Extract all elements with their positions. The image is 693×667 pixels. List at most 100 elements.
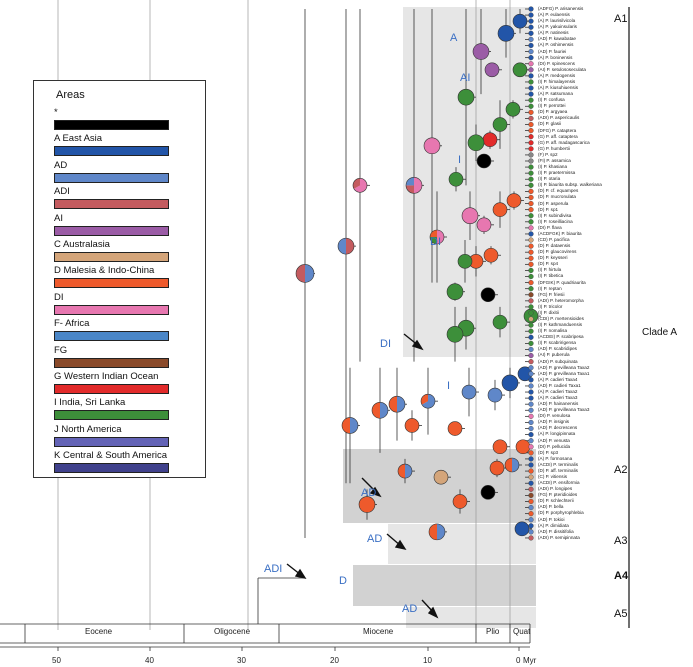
ancestral-state-pie [448, 171, 464, 187]
legend-item: D Malesia & Indo-China [54, 265, 169, 289]
tip-state-dot [528, 535, 534, 541]
taxon-label: (A) P. medogensis [538, 72, 576, 78]
legend-item: K Central & South America [54, 450, 169, 474]
ancestral-state-pie [371, 401, 389, 419]
taxon-label: (I) P. scabririgensa [538, 340, 576, 346]
tick-40: 40 [145, 656, 154, 665]
tip-state-dot [528, 292, 534, 298]
ancestral-state-pie [358, 496, 376, 513]
taxon-label: (I) P. otaria [538, 176, 561, 182]
taxon-label: (D) P. asperula [538, 200, 569, 206]
tip-state-dot [528, 237, 534, 243]
taxon-label: (A) P. cadieri Taxa3 [538, 395, 578, 400]
tip-state-dot [528, 474, 534, 480]
tip-state-dot [528, 73, 534, 79]
tip-state-dot [528, 529, 534, 535]
taxon-label: (D) P. mucronulata [538, 194, 576, 200]
tip-state-dot [528, 365, 534, 371]
tip-state-dot [528, 140, 534, 146]
tip-state-dot [528, 255, 534, 261]
taxon-label: (AD) P. dissitifolia [538, 528, 574, 534]
tip-state-dot [528, 67, 534, 73]
ancestral-state-pie [457, 254, 473, 269]
ancestral-state-pie [429, 229, 445, 245]
tip-state-dot [528, 146, 534, 152]
taxon-label: (A) P. natinesis [538, 30, 569, 36]
taxon-label: (DI) P. venulosa [538, 413, 571, 419]
tip-state-dot [528, 170, 534, 176]
taxon-label: (AD) P. decrescens [538, 425, 578, 431]
legend-swatch [54, 384, 169, 394]
areas-legend: Areas * A East Asia AD ADI AI C Australasia D … [33, 80, 206, 478]
tip-state-dot [528, 30, 534, 36]
ancestral-state-pie [428, 523, 446, 541]
legend-item: AD [54, 160, 169, 183]
taxon-label: (A) P. eulaensis [538, 12, 570, 18]
tip-state-dot [528, 42, 534, 49]
tick-20: 20 [330, 656, 339, 665]
ancestral-state-pie [447, 421, 463, 436]
tip-state-dot [528, 444, 534, 450]
tip-state-dot [528, 462, 534, 468]
node-label-di-upper: DI [430, 236, 441, 248]
ancestral-state-pie [487, 387, 503, 403]
tip-state-dot [528, 359, 534, 365]
taxon-label: (D) P. sp1 [538, 206, 559, 212]
taxon-label: (D) P. cf. equampes [538, 188, 579, 194]
taxon-label: (AD) P. grevilleana Taxa1 [538, 370, 590, 376]
taxon-label: (AD) P. venusta [538, 437, 570, 443]
taxon-label: (A) P. cadieri Taxa4 [538, 376, 578, 382]
taxon-label: (ACDI) P. ensiformia [538, 480, 580, 486]
tick-unit: Myr [523, 656, 537, 665]
legend-swatch [54, 410, 169, 421]
legend-label: AI [54, 212, 63, 224]
ancestral-state-pie [512, 62, 528, 78]
tip-state-dot [528, 164, 534, 170]
taxon-label: (A) P. cadieri Taxa2 [538, 388, 578, 394]
ancestral-state-pie [492, 314, 508, 330]
taxon-label: (AI) P. puberula [538, 352, 570, 358]
tip-state-dot [528, 231, 534, 237]
ancestral-state-pie [457, 88, 475, 106]
tick-30: 30 [237, 656, 246, 665]
ancestral-state-pie [461, 207, 479, 225]
node-label-adi: ADI [264, 563, 283, 575]
taxon-label: (AD) P. cadieri Taxa1 [538, 382, 581, 388]
taxon-label: (A) P. satsumana [538, 91, 573, 97]
clade-label-a5: A5 [614, 608, 628, 620]
legend-label: FG [54, 344, 68, 356]
tip-state-dot [528, 85, 534, 91]
epoch-oligocene: Oligocene [214, 627, 251, 636]
taxon-label: (AD) P. grevilleana Taxa2 [538, 364, 590, 370]
taxon-label: (ADI) P. heteromorpha [538, 297, 584, 303]
ancestral-state-pie [404, 418, 420, 433]
taxon-label: (I) P. tricolor [538, 303, 563, 309]
taxon-label: (DI) P. spinescens [538, 60, 575, 66]
ancestral-state-pie [505, 102, 521, 117]
clade-a2-box [343, 449, 536, 523]
taxon-label: (A) P. formosana [538, 455, 573, 461]
taxon-label: (G) P. aff. madagascarica [538, 139, 590, 145]
ancestral-state-pie [492, 117, 508, 132]
ancestral-state-pie [497, 25, 515, 42]
legend-item: J North America [54, 424, 169, 447]
ancestral-state-pie [492, 202, 508, 217]
legend-item: G Western Indian Ocean [54, 371, 169, 394]
tip-state-dot [528, 267, 534, 274]
legend-label: A East Asia [54, 133, 103, 145]
legend-swatch [54, 436, 169, 447]
node-label-di: DI [380, 338, 391, 350]
tip-state-dot [528, 310, 534, 316]
taxon-label: (FG) P. pteridioides [538, 492, 578, 498]
tip-state-dot [528, 273, 534, 280]
tip-state-dot [528, 61, 534, 67]
tip-state-dot [528, 6, 534, 12]
tip-state-dot [528, 121, 534, 128]
tip-state-dot [528, 383, 534, 389]
tip-state-dot [528, 389, 534, 395]
taxon-label: (I) P. tibetica [538, 273, 564, 279]
tip-state-dot [528, 304, 534, 310]
clade-label-a4: A4 [614, 570, 629, 582]
tip-state-dot [528, 286, 534, 292]
